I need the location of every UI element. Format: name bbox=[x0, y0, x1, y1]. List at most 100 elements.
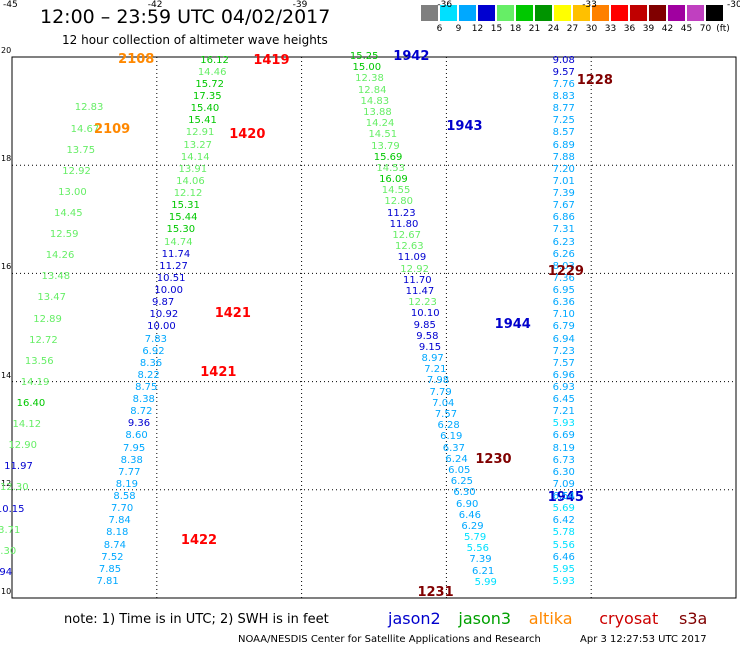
track-value: 15.41 bbox=[188, 115, 217, 127]
y-tick-label: 16 bbox=[1, 262, 12, 272]
legend-swatch bbox=[630, 5, 647, 21]
legend-swatch bbox=[687, 5, 704, 21]
track-value: 5.78 bbox=[552, 527, 575, 539]
track-value: 12.72 bbox=[29, 334, 58, 346]
track-value: 15.69 bbox=[373, 151, 403, 163]
track-value: 7.57 bbox=[552, 357, 575, 369]
track-value: 13.56 bbox=[24, 355, 54, 367]
track-value: 7.23 bbox=[552, 345, 575, 357]
track-value: 12.91 bbox=[185, 127, 215, 139]
track-value: 5.93 bbox=[552, 575, 575, 587]
track-value: 6.79 bbox=[552, 321, 575, 333]
credit-line: NOAA/NESDIS Center for Satellite Applica… bbox=[238, 634, 541, 645]
legend-label: 30 bbox=[585, 24, 598, 34]
track-value: 14.14 bbox=[180, 151, 210, 163]
track-value: 11.27 bbox=[159, 260, 188, 272]
pass-time-label: 1944 bbox=[494, 316, 531, 332]
page-subtitle: 12 hour collection of altimeter wave hei… bbox=[62, 33, 328, 47]
pass-time-label: 1945 bbox=[547, 489, 584, 505]
x-tick-label: -42 bbox=[147, 0, 163, 10]
legend-label: 9 bbox=[455, 24, 462, 34]
track-value: 7.77 bbox=[118, 466, 141, 478]
legend-swatch bbox=[535, 5, 552, 21]
track-value: 12.63 bbox=[394, 241, 424, 253]
track-value: 15.44 bbox=[168, 212, 198, 224]
pass-time-label: 2108 bbox=[118, 51, 155, 67]
track-value: 13.30 bbox=[0, 545, 17, 557]
track-value: 7.95 bbox=[123, 442, 146, 454]
track-value: 14.83 bbox=[360, 95, 390, 107]
track-value: 16.12 bbox=[200, 54, 229, 66]
track-value: 7.39 bbox=[552, 188, 575, 200]
track-value: 7.04 bbox=[432, 397, 455, 409]
track-value: 13.91 bbox=[178, 163, 208, 175]
legend-label: 24 bbox=[547, 24, 560, 34]
track-value: 14.24 bbox=[365, 118, 395, 130]
track-value: 14.67 bbox=[70, 123, 100, 135]
track-value: 12.92 bbox=[400, 263, 429, 275]
pass-time-label: 1421 bbox=[214, 305, 251, 321]
legend-label: 45 bbox=[680, 24, 693, 34]
track-value: 15.30 bbox=[166, 224, 196, 236]
track-value: 9.57 bbox=[552, 66, 575, 78]
legend-label: 39 bbox=[642, 24, 655, 34]
track-value: 7.21 bbox=[552, 406, 575, 418]
footer-note: note: 1) Time is in UTC; 2) SWH is in fe… bbox=[64, 612, 329, 627]
track-value: 7.20 bbox=[552, 163, 575, 175]
satellite-name: altika bbox=[528, 609, 573, 628]
track-value: 12.84 bbox=[357, 84, 387, 96]
track-value: 7.31 bbox=[552, 224, 575, 236]
track-value: 7.76 bbox=[552, 79, 575, 91]
track-value: 13.47 bbox=[37, 292, 67, 304]
track-value: 8.58 bbox=[113, 491, 136, 503]
track-value: 7.21 bbox=[424, 364, 447, 376]
track-value: 7.52 bbox=[101, 551, 124, 563]
track-value: 7.10 bbox=[552, 309, 575, 321]
legend-swatch bbox=[611, 5, 628, 21]
track-value: 5.93 bbox=[552, 418, 575, 430]
track-value: 14.12 bbox=[12, 419, 42, 431]
track-value: 8.19 bbox=[552, 442, 575, 454]
track-value: 10.92 bbox=[149, 309, 179, 321]
track-value: 6.45 bbox=[552, 394, 575, 406]
track-value: 11.09 bbox=[397, 252, 427, 264]
track-value: 8.38 bbox=[120, 454, 143, 466]
track-value: 6.94 bbox=[552, 333, 575, 345]
track-value: 9.08 bbox=[552, 54, 575, 66]
track-value: 11.23 bbox=[387, 207, 416, 219]
track-value: 7.85 bbox=[98, 563, 122, 575]
track-value: 8.36 bbox=[139, 357, 163, 369]
track-value: 10.15 bbox=[0, 503, 25, 515]
legend-label: 36 bbox=[623, 24, 636, 34]
x-tick-label: -36 bbox=[437, 0, 453, 10]
track-value: 11.80 bbox=[389, 218, 419, 230]
track-value: 7.81 bbox=[96, 575, 119, 587]
track-value: 12.30 bbox=[0, 482, 29, 494]
track-value: 8.18 bbox=[106, 527, 129, 539]
y-tick-label: 14 bbox=[1, 370, 12, 380]
legend-label: 18 bbox=[509, 24, 522, 34]
track-value: 13.79 bbox=[371, 140, 400, 152]
track-value: 14.19 bbox=[20, 376, 50, 388]
track-value: 9.15 bbox=[418, 341, 442, 353]
track-value: 6.46 bbox=[458, 509, 481, 521]
track-value: 12.23 bbox=[408, 297, 437, 309]
track-value: 12.89 bbox=[33, 313, 62, 325]
track-value: 13.27 bbox=[183, 139, 212, 151]
track-value: 11.70 bbox=[402, 274, 432, 286]
legend-swatch bbox=[554, 5, 571, 21]
pass-time-label: 1942 bbox=[393, 49, 430, 64]
track-value: 8.75 bbox=[135, 381, 158, 393]
track-value: 6.30 bbox=[453, 487, 476, 499]
track-value: 6.96 bbox=[552, 369, 575, 381]
track-value: 8.77 bbox=[552, 103, 575, 115]
track-value: 7.67 bbox=[552, 200, 575, 212]
track-value: 9.58 bbox=[416, 330, 439, 342]
page-title: 12:00 – 23:59 UTC 04/02/2017 bbox=[40, 6, 331, 28]
track-value: 14.74 bbox=[164, 236, 193, 248]
pass-time-label: 1228 bbox=[576, 73, 613, 89]
track-value: 12.90 bbox=[8, 440, 37, 452]
track-value: 6.95 bbox=[552, 285, 575, 297]
timestamp: Apr 3 12:27:53 UTC 2017 bbox=[580, 634, 707, 645]
track-value: 7.25 bbox=[552, 115, 575, 127]
